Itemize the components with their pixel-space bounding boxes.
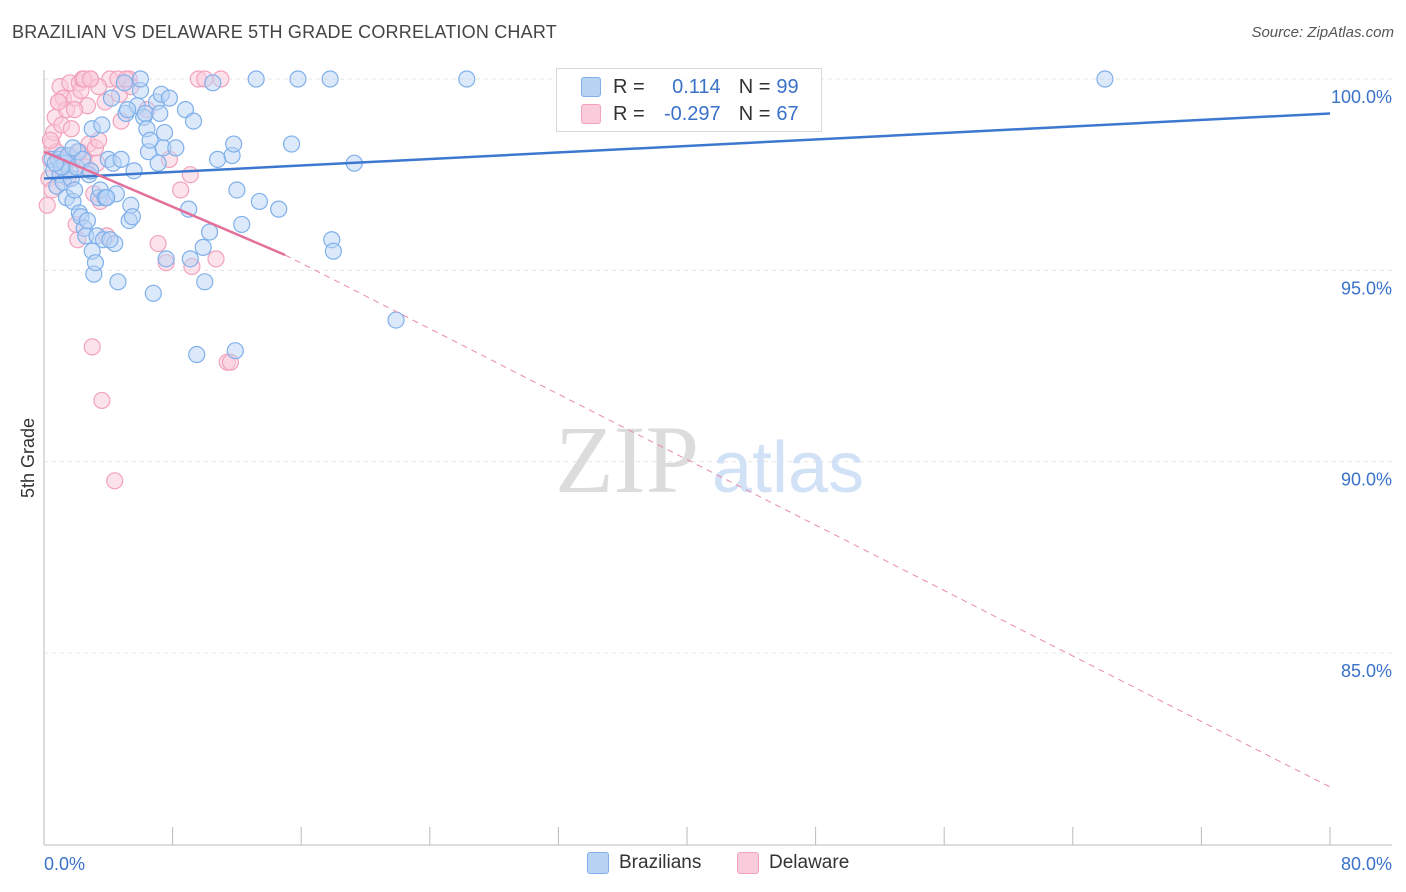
delaware-point [106,472,124,490]
delaware-point [38,196,56,214]
brazilians-point [225,135,243,153]
legend-r-label: R = [613,102,645,125]
y-tick-labels: 100.0% 95.0% 90.0% 85.0% [1331,87,1392,681]
series-legend-delaware[interactable]: Delaware [737,852,849,874]
brazilians-point [247,70,265,88]
delaware-point [172,181,190,199]
brazilians-point [167,139,185,157]
delaware-point [93,391,111,410]
brazilians-point [387,311,405,329]
brazilians-point [196,273,214,291]
brazilians-point [289,70,307,88]
y-tick-label: 95.0% [1341,278,1392,298]
watermark: ZIP atlas [555,406,864,513]
legend-swatch-delaware [581,104,601,124]
brazilians-point [270,200,288,218]
brazilians-point [228,181,246,199]
x-tick-label-max: 80.0% [1341,854,1392,874]
legend-r-value: -0.297 [663,102,721,125]
brazilians-point [184,112,203,130]
brazilians-point [458,70,476,88]
brazilians-point [160,89,178,107]
delaware-point [181,166,199,184]
brazilians-point [181,250,199,268]
legend-n-label: N = [738,102,771,125]
delaware-point [207,250,225,268]
correlation-legend: R = 0.114 N = 99 R = -0.297 N = 67 [556,68,822,132]
series-legend: Brazilians Delaware [0,852,1406,878]
brazilians-point [102,89,121,107]
delaware-point [83,338,101,356]
series-swatch-brazilians [587,852,609,874]
legend-r-value: 0.114 [672,75,721,98]
brazilians-point [125,162,143,180]
brazilians-points [43,70,1114,364]
brazilians-point [204,74,222,92]
chart-source: Source: ZipAtlas.com [1251,24,1394,41]
brazilians-point [144,284,162,302]
brazilians-point [112,150,130,168]
delaware-point [49,93,68,111]
brazilians-point [1096,70,1114,88]
trend-lines [43,112,1331,788]
series-label-brazilians: Brazilians [619,852,702,873]
y-axis-label: 5th Grade [18,418,38,498]
series-legend-brazilians[interactable]: Brazilians [587,852,701,874]
brazilians-point [233,215,251,234]
legend-row-delaware: R = -0.297 N = 67 [581,102,817,126]
brazilians-point [324,242,342,260]
series-label-delaware: Delaware [769,852,850,873]
brazilians-trend-line [43,112,1331,180]
brazilians-point [86,254,105,272]
delaware-trend-line [43,150,286,257]
x-tick-marks [43,827,1331,845]
brazilians-point [226,342,244,360]
brazilians-point [157,250,175,268]
x-tick-label-min: 0.0% [44,854,85,874]
legend-r-label: R = [613,75,645,98]
brazilians-point [194,238,212,256]
watermark-zip: ZIP [555,406,699,513]
y-tick-label: 90.0% [1341,470,1392,490]
brazilians-point [141,131,159,149]
delaware-point [41,131,60,149]
brazilians-point [115,74,133,92]
brazilians-point [65,181,84,199]
brazilians-point [321,70,339,88]
y-tick-label: 85.0% [1341,661,1392,681]
delaware-point [62,120,80,138]
brazilians-point [93,116,111,134]
brazilians-point [118,101,137,119]
brazilians-point [98,189,116,207]
legend-n-value: 99 [776,75,799,98]
brazilians-point [149,154,167,172]
legend-n-value: 67 [776,102,799,125]
brazilians-point [209,150,227,168]
legend-row-brazilians: R = 0.114 N = 99 [581,75,817,99]
brazilians-point [78,211,97,230]
delaware-trend-extension [284,254,1331,788]
brazilians-point [109,273,127,291]
delaware-point [149,234,167,253]
brazilians-point [123,208,142,226]
brazilians-point [250,192,269,211]
watermark-atlas: atlas [712,428,864,508]
gridlines [44,78,1392,654]
y-tick-label: 100.0% [1331,87,1392,107]
legend-swatch-brazilians [581,77,601,97]
legend-n-label: N = [738,75,771,98]
brazilians-point [188,345,206,364]
chart-title: BRAZILIAN VS DELAWARE 5TH GRADE CORRELAT… [12,22,557,42]
brazilians-point [155,123,174,142]
brazilians-point [101,231,119,249]
delaware-point [82,70,100,88]
brazilians-point [151,104,169,123]
series-swatch-delaware [737,852,759,874]
brazilians-point [200,223,219,241]
delaware-point [65,101,84,119]
brazilians-point [282,135,301,153]
brazilians-point [131,70,150,88]
brazilians-point [64,139,82,157]
